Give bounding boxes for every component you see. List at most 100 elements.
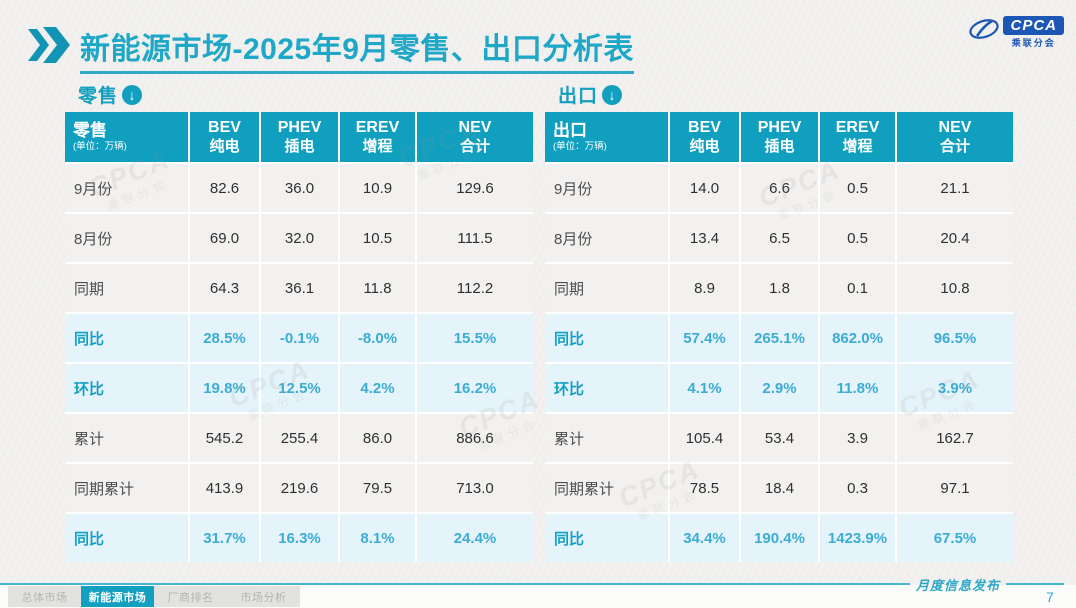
- double-chevron-icon: [28, 27, 70, 63]
- header-cell: EREV 增程: [820, 112, 895, 162]
- value-cell: 413.9: [190, 464, 259, 512]
- value-cell: 112.2: [417, 264, 533, 312]
- table-row: 同期 64.3 36.1 11.8 112.2: [65, 264, 533, 312]
- value-cell: 36.0: [261, 164, 338, 212]
- table-row: 9月份 82.6 36.0 10.9 129.6: [65, 164, 533, 212]
- table-row: 9月份 14.0 6.6 0.5 21.1: [545, 164, 1013, 212]
- retail-table-body: 9月份 82.6 36.0 10.9 129.6 8月份 69.0 32.0 10.5 111.5…: [65, 164, 533, 562]
- retail-table-header: 零售 (单位：万辆) BEV 纯电 PHEV 插电 EREV 增程 NEV 合计: [65, 112, 533, 162]
- value-cell: 32.0: [261, 214, 338, 262]
- tab-overall-market[interactable]: 总体市场: [8, 586, 81, 607]
- value-cell: 162.7: [897, 414, 1013, 462]
- page-title: 新能源市场-2025年9月零售、出口分析表: [80, 24, 634, 74]
- table-row: 同比 57.4% 265.1% 862.0% 96.5%: [545, 314, 1013, 362]
- row-label: 累计: [65, 414, 188, 462]
- value-cell: 96.5%: [897, 314, 1013, 362]
- value-cell: 2.9%: [741, 364, 818, 412]
- value-cell: 3.9%: [897, 364, 1013, 412]
- value-cell: 28.5%: [190, 314, 259, 362]
- value-cell: 69.0: [190, 214, 259, 262]
- cpca-swoosh-icon: [969, 19, 1000, 39]
- header-cell: 出口 (单位：万辆): [545, 112, 668, 162]
- table-row: 同比 28.5% -0.1% -8.0% 15.5%: [65, 314, 533, 362]
- value-cell: 31.7%: [190, 514, 259, 562]
- value-cell: 97.1: [897, 464, 1013, 512]
- down-arrow-icon: ↓: [122, 84, 143, 105]
- value-cell: -8.0%: [340, 314, 415, 362]
- value-cell: 713.0: [417, 464, 533, 512]
- value-cell: 3.9: [820, 414, 895, 462]
- row-label: 同比: [545, 514, 668, 562]
- export-table-body: 9月份 14.0 6.6 0.5 21.1 8月份 13.4 6.5 0.5 20.4 同期 8.9 1…: [545, 164, 1013, 562]
- table-row: 同期 8.9 1.8 0.1 10.8: [545, 264, 1013, 312]
- value-cell: 105.4: [670, 414, 739, 462]
- value-cell: 15.5%: [417, 314, 533, 362]
- value-cell: 1423.9%: [820, 514, 895, 562]
- header-cell: NEV 合计: [897, 112, 1013, 162]
- value-cell: 53.4: [741, 414, 818, 462]
- table-row: 同期累计 413.9 219.6 79.5 713.0: [65, 464, 533, 512]
- value-cell: 16.3%: [261, 514, 338, 562]
- page-number: 7: [1046, 589, 1054, 605]
- value-cell: 886.6: [417, 414, 533, 462]
- value-cell: 82.6: [190, 164, 259, 212]
- export-table-header: 出口 (单位：万辆) BEV 纯电 PHEV 插电 EREV 增程 NEV 合计: [545, 112, 1013, 162]
- value-cell: 129.6: [417, 164, 533, 212]
- value-cell: 10.9: [340, 164, 415, 212]
- value-cell: 111.5: [417, 214, 533, 262]
- header-cell: NEV 合计: [417, 112, 533, 162]
- tab-oem-ranking[interactable]: 厂商排名: [154, 586, 227, 607]
- row-label: 8月份: [65, 214, 188, 262]
- cpca-logo-subtext: 乘联分会: [1011, 38, 1056, 48]
- value-cell: 12.5%: [261, 364, 338, 412]
- value-cell: 20.4: [897, 214, 1013, 262]
- retail-section-label: 零售 ↓: [78, 81, 143, 108]
- value-cell: 8.1%: [340, 514, 415, 562]
- value-cell: 14.0: [670, 164, 739, 212]
- value-cell: 16.2%: [417, 364, 533, 412]
- value-cell: 255.4: [261, 414, 338, 462]
- value-cell: 4.1%: [670, 364, 739, 412]
- value-cell: 57.4%: [670, 314, 739, 362]
- cpca-logo: CPCA 乘联分会: [967, 16, 1064, 49]
- row-label: 同比: [65, 514, 188, 562]
- value-cell: -0.1%: [261, 314, 338, 362]
- value-cell: 11.8: [340, 264, 415, 312]
- value-cell: 0.1: [820, 264, 895, 312]
- tab-nev-market[interactable]: 新能源市场: [81, 586, 154, 607]
- row-label: 同期: [545, 264, 668, 312]
- table-row: 8月份 13.4 6.5 0.5 20.4: [545, 214, 1013, 262]
- footer-caption: 月度信息发布: [915, 579, 1000, 594]
- header-cell: PHEV 插电: [261, 112, 338, 162]
- header-cell: PHEV 插电: [741, 112, 818, 162]
- tab-market-analysis[interactable]: 市场分析: [227, 586, 300, 607]
- value-cell: 0.3: [820, 464, 895, 512]
- value-cell: 19.8%: [190, 364, 259, 412]
- row-label: 环比: [65, 364, 188, 412]
- retail-table: 零售 (单位：万辆) BEV 纯电 PHEV 插电 EREV 增程 NEV 合计 9月份…: [65, 112, 533, 562]
- row-label: 9月份: [65, 164, 188, 212]
- value-cell: 13.4: [670, 214, 739, 262]
- row-label: 同期累计: [545, 464, 668, 512]
- table-row: 环比 4.1% 2.9% 11.8% 3.9%: [545, 364, 1013, 412]
- footer-rule-left: [0, 583, 910, 585]
- value-cell: 36.1: [261, 264, 338, 312]
- row-label: 累计: [545, 414, 668, 462]
- value-cell: 190.4%: [741, 514, 818, 562]
- table-row: 同比 31.7% 16.3% 8.1% 24.4%: [65, 514, 533, 562]
- value-cell: 0.5: [820, 164, 895, 212]
- row-label: 同期累计: [65, 464, 188, 512]
- row-label: 9月份: [545, 164, 668, 212]
- header-cell: BEV 纯电: [670, 112, 739, 162]
- row-label: 8月份: [545, 214, 668, 262]
- value-cell: 6.6: [741, 164, 818, 212]
- export-table: 出口 (单位：万辆) BEV 纯电 PHEV 插电 EREV 增程 NEV 合计 9月份…: [545, 112, 1013, 562]
- value-cell: 78.5: [670, 464, 739, 512]
- value-cell: 34.4%: [670, 514, 739, 562]
- table-row: 累计 105.4 53.4 3.9 162.7: [545, 414, 1013, 462]
- header-cell: BEV 纯电: [190, 112, 259, 162]
- header-cell: EREV 增程: [340, 112, 415, 162]
- value-cell: 10.8: [897, 264, 1013, 312]
- row-label: 环比: [545, 364, 668, 412]
- value-cell: 86.0: [340, 414, 415, 462]
